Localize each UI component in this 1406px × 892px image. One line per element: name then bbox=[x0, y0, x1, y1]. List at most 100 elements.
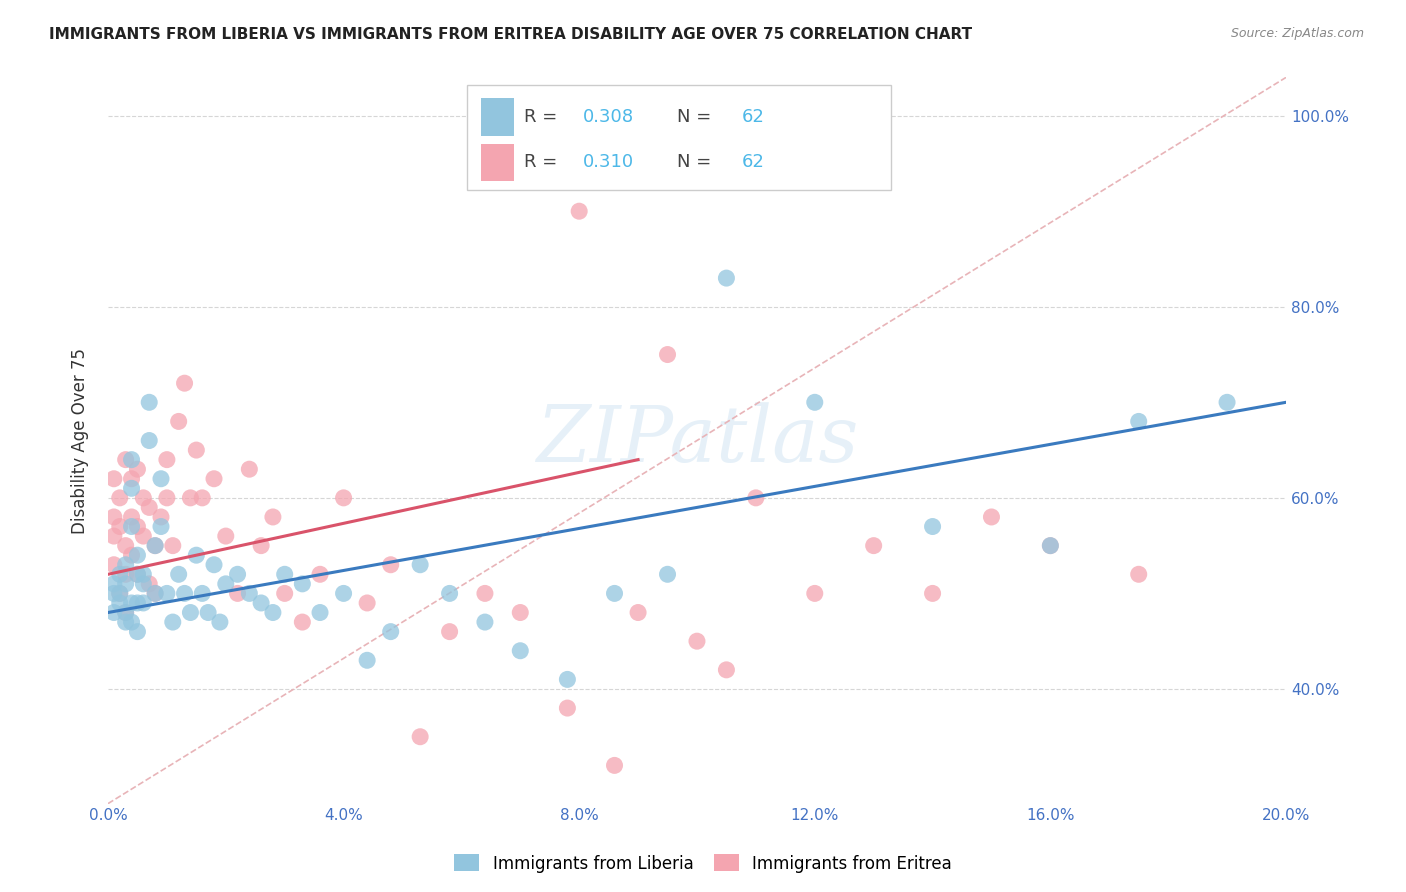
Point bbox=[474, 586, 496, 600]
Point bbox=[121, 548, 143, 562]
Point bbox=[143, 539, 166, 553]
Point bbox=[215, 529, 238, 543]
Point bbox=[138, 434, 160, 448]
Y-axis label: Disability Age Over 75: Disability Age Over 75 bbox=[72, 348, 89, 533]
Point bbox=[103, 577, 125, 591]
Text: R =: R = bbox=[524, 153, 562, 171]
Point bbox=[627, 606, 650, 620]
Point bbox=[657, 567, 679, 582]
Point bbox=[167, 414, 190, 428]
Point bbox=[603, 586, 626, 600]
Point bbox=[127, 519, 149, 533]
Text: 0.310: 0.310 bbox=[582, 153, 634, 171]
Point bbox=[114, 577, 136, 591]
Point bbox=[121, 481, 143, 495]
Point bbox=[162, 539, 184, 553]
Point bbox=[114, 606, 136, 620]
Point bbox=[127, 567, 149, 582]
Point bbox=[127, 462, 149, 476]
Point bbox=[568, 204, 591, 219]
Point bbox=[686, 634, 709, 648]
Point bbox=[108, 519, 131, 533]
Point bbox=[980, 510, 1002, 524]
Point bbox=[114, 606, 136, 620]
Point bbox=[114, 615, 136, 629]
Point bbox=[127, 548, 149, 562]
Point bbox=[716, 663, 738, 677]
Legend: Immigrants from Liberia, Immigrants from Eritrea: Immigrants from Liberia, Immigrants from… bbox=[447, 847, 959, 880]
Point bbox=[238, 462, 260, 476]
Point bbox=[156, 491, 179, 505]
Point bbox=[803, 586, 825, 600]
Text: R =: R = bbox=[524, 109, 562, 127]
Text: N =: N = bbox=[676, 153, 717, 171]
Text: 62: 62 bbox=[742, 109, 765, 127]
Point bbox=[114, 452, 136, 467]
Point bbox=[238, 586, 260, 600]
Point bbox=[474, 615, 496, 629]
Point bbox=[921, 586, 943, 600]
Point bbox=[103, 606, 125, 620]
Point bbox=[162, 615, 184, 629]
Point bbox=[716, 271, 738, 285]
Point bbox=[127, 624, 149, 639]
Point bbox=[108, 586, 131, 600]
Point bbox=[121, 519, 143, 533]
Point bbox=[273, 586, 295, 600]
Point bbox=[143, 586, 166, 600]
Text: 62: 62 bbox=[742, 153, 765, 171]
Point bbox=[509, 644, 531, 658]
Point bbox=[1039, 539, 1062, 553]
Point bbox=[273, 567, 295, 582]
Point bbox=[309, 567, 332, 582]
Point bbox=[309, 606, 332, 620]
Point bbox=[121, 452, 143, 467]
Point bbox=[143, 539, 166, 553]
Point bbox=[127, 567, 149, 582]
Point bbox=[226, 567, 249, 582]
Point bbox=[132, 567, 155, 582]
Point bbox=[921, 519, 943, 533]
Point bbox=[132, 491, 155, 505]
Point bbox=[557, 701, 579, 715]
Point bbox=[191, 586, 214, 600]
Point bbox=[138, 395, 160, 409]
Point bbox=[262, 510, 284, 524]
Point bbox=[250, 596, 273, 610]
Point bbox=[380, 624, 402, 639]
Point bbox=[186, 548, 208, 562]
Point bbox=[862, 539, 884, 553]
Point bbox=[291, 615, 314, 629]
Point bbox=[108, 586, 131, 600]
Point bbox=[603, 758, 626, 772]
Point bbox=[332, 491, 354, 505]
Text: ZIPatlas: ZIPatlas bbox=[536, 402, 858, 479]
Point bbox=[356, 596, 378, 610]
Point bbox=[226, 586, 249, 600]
Point bbox=[657, 347, 679, 361]
Point bbox=[132, 596, 155, 610]
Point bbox=[439, 624, 461, 639]
Point bbox=[108, 596, 131, 610]
Point bbox=[197, 606, 219, 620]
Point bbox=[179, 491, 201, 505]
Point bbox=[202, 472, 225, 486]
Point bbox=[114, 567, 136, 582]
Point bbox=[150, 519, 173, 533]
Point bbox=[103, 558, 125, 572]
Point bbox=[409, 730, 432, 744]
Point bbox=[127, 596, 149, 610]
Point bbox=[108, 491, 131, 505]
Point bbox=[1128, 414, 1150, 428]
Text: Source: ZipAtlas.com: Source: ZipAtlas.com bbox=[1230, 27, 1364, 40]
Point bbox=[121, 472, 143, 486]
Point bbox=[409, 558, 432, 572]
Text: IMMIGRANTS FROM LIBERIA VS IMMIGRANTS FROM ERITREA DISABILITY AGE OVER 75 CORREL: IMMIGRANTS FROM LIBERIA VS IMMIGRANTS FR… bbox=[49, 27, 973, 42]
Point bbox=[173, 376, 195, 391]
FancyBboxPatch shape bbox=[467, 85, 891, 190]
Point bbox=[262, 606, 284, 620]
Point bbox=[121, 615, 143, 629]
Point bbox=[114, 558, 136, 572]
Point bbox=[250, 539, 273, 553]
Point bbox=[509, 606, 531, 620]
